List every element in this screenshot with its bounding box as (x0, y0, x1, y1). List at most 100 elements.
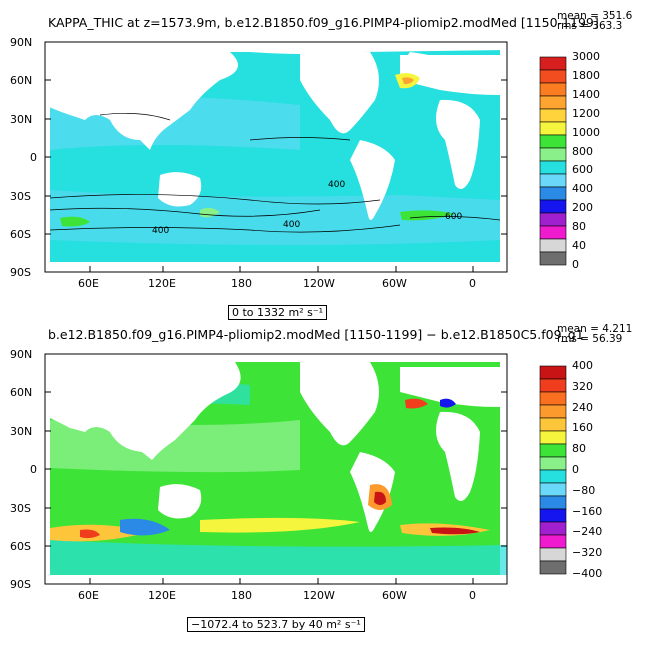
colorbar-swatch (539, 134, 567, 149)
panel1-lat-label: 60S (10, 228, 31, 241)
panel1-lon-label: 60W (382, 277, 407, 290)
panel2-lon-label: 60W (382, 589, 407, 602)
panel1-lat-label: 30N (10, 113, 33, 126)
colorbar-label: 240 (572, 400, 593, 414)
panel2-lon-label: 180 (231, 589, 252, 602)
panel1-namerica (300, 52, 379, 134)
colorbar-label: −240 (572, 525, 603, 539)
panel1-colorbar (539, 56, 567, 266)
panel1-map (45, 42, 507, 272)
panel1-africa (436, 99, 480, 189)
colorbar-swatch (539, 238, 567, 253)
panel1-lat-label: 90S (10, 266, 31, 279)
colorbar-swatch (539, 199, 567, 214)
panel2-lon-label: 60E (78, 589, 99, 602)
colorbar-label: 320 (572, 379, 593, 393)
colorbar-swatch (539, 95, 567, 110)
contour-label: 600 (445, 212, 463, 222)
panel1-lon-label: 120E (148, 277, 176, 290)
colorbar-swatch (539, 482, 567, 497)
colorbar-swatch (539, 108, 567, 123)
panel2-lat-label: 60S (10, 540, 31, 553)
colorbar-label: 160 (572, 421, 593, 435)
colorbar-label: −400 (572, 567, 603, 580)
panel1-lon-label: 60E (78, 277, 99, 290)
colorbar-swatch (539, 456, 567, 471)
panel2-lon-label: 120E (148, 589, 176, 602)
panel1-asia (45, 52, 238, 150)
colorbar-swatch (539, 173, 567, 188)
colorbar-label: −320 (572, 546, 603, 560)
colorbar-swatch (539, 560, 567, 575)
panel1-australia (158, 172, 202, 207)
colorbar-swatch (539, 251, 567, 266)
panel2-lat-label: 30S (10, 502, 31, 515)
colorbar-swatch (539, 82, 567, 97)
colorbar-swatch (539, 404, 567, 419)
colorbar-label: 200 (572, 201, 593, 215)
contour-label: 400 (283, 220, 301, 230)
panel2-lon-label: 120W (303, 589, 335, 602)
colorbar-swatch (539, 469, 567, 484)
colorbar-swatch (539, 160, 567, 175)
colorbar-swatch (539, 365, 567, 380)
panel1-rms: rms = 363.3 (557, 20, 623, 32)
colorbar-swatch (539, 443, 567, 458)
colorbar-label: 1000 (572, 125, 600, 139)
colorbar-swatch (539, 147, 567, 162)
panel1-lat-label: 30S (10, 190, 31, 203)
panel1-lat-label: 60N (10, 74, 33, 87)
colorbar-swatch (539, 495, 567, 510)
colorbar-label: 0 (572, 258, 579, 271)
colorbar-swatch (539, 378, 567, 393)
colorbar-label: −80 (572, 483, 596, 497)
colorbar-swatch (539, 225, 567, 240)
colorbar-swatch (539, 186, 567, 201)
panel1-title: KAPPA_THIC at z=1573.9m, b.e12.B1850.f09… (48, 15, 599, 30)
panel2-lat-label: 30N (10, 425, 33, 438)
colorbar-swatch (539, 56, 567, 71)
panel2-lon-label: 0 (469, 589, 476, 602)
colorbar-label: 1800 (572, 68, 600, 82)
panel1-samerica (350, 140, 395, 220)
colorbar-swatch (539, 547, 567, 562)
colorbar-label: 40 (572, 239, 586, 253)
colorbar-label: 800 (572, 144, 593, 158)
panel2-lat-label: 90N (10, 348, 33, 361)
colorbar-swatch (539, 212, 567, 227)
colorbar-label: −160 (572, 504, 603, 518)
panel2-map (45, 354, 507, 584)
colorbar-label: 1200 (572, 106, 600, 120)
colorbar-swatch (539, 417, 567, 432)
panel2-ticks (45, 353, 507, 585)
panel1-lat-label: 0 (30, 151, 37, 164)
colorbar-label: 400 (572, 182, 593, 196)
panel2-colorbar (539, 365, 567, 575)
colorbar-label: 600 (572, 163, 593, 177)
panel1-mean: mean = 351.6 (557, 10, 633, 22)
panel1-lat-label: 90N (10, 36, 33, 49)
colorbar-label: 0 (572, 463, 579, 476)
panel2-lat-label: 60N (10, 386, 33, 399)
panel2-range-box: −1072.4 to 523.7 by 40 m² s⁻¹ (187, 617, 365, 632)
panel2-rms: rms = 56.39 (557, 333, 623, 345)
contour-label: 400 (328, 180, 346, 190)
colorbar-label: 1400 (572, 87, 600, 101)
colorbar-label: 80 (572, 442, 586, 456)
colorbar-swatch (539, 430, 567, 445)
panel1-europe (400, 55, 500, 95)
panel1-range-box: 0 to 1332 m² s⁻¹ (228, 305, 328, 320)
colorbar-swatch (539, 121, 567, 136)
panel2-lat-label: 90S (10, 578, 31, 591)
colorbar-swatch (539, 521, 567, 536)
colorbar-label: 400 (572, 359, 593, 372)
colorbar-label: 3000 (572, 50, 600, 63)
colorbar-swatch (539, 69, 567, 84)
colorbar-swatch (539, 391, 567, 406)
panel1-lon-label: 120W (303, 277, 335, 290)
panel2-title: b.e12.B1850.f09_g16.PIMP4-pliomip2.modMe… (48, 327, 584, 342)
panel1-antarctica (45, 262, 507, 272)
contour-label: 400 (152, 226, 170, 236)
colorbar-label: 80 (572, 220, 586, 234)
panel1-ticks (45, 41, 507, 273)
